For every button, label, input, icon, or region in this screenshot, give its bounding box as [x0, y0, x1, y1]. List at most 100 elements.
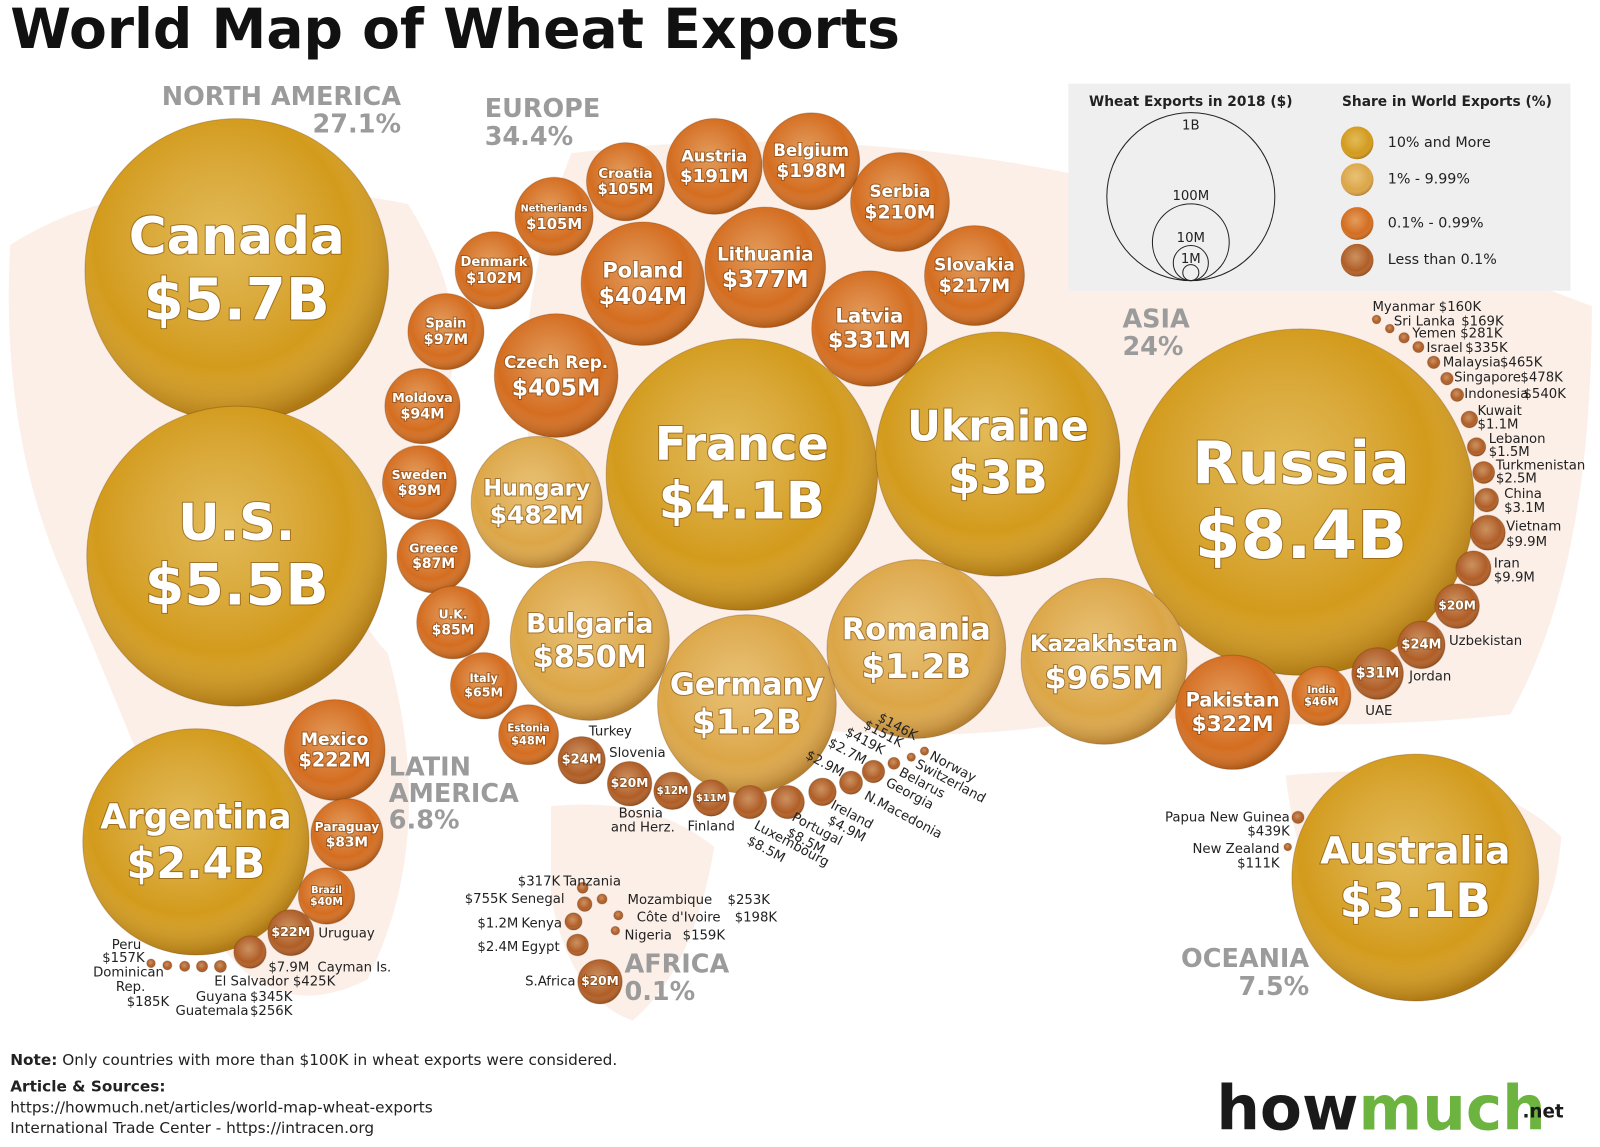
country-name: Mexico	[301, 730, 369, 750]
country-value: $465K	[1500, 355, 1543, 370]
bubble-shine	[1340, 126, 1374, 160]
legend-size-label: 1M	[1181, 252, 1201, 267]
legend-share-title: Share in World Exports (%)	[1342, 94, 1552, 110]
country-value: $185K	[127, 995, 170, 1010]
country-value: $97M	[424, 332, 469, 348]
country-name: Lebanon	[1489, 432, 1546, 447]
country-value: $345K	[250, 990, 293, 1005]
note-label: Note:	[10, 1051, 57, 1069]
country-name: Russia	[1192, 429, 1409, 498]
bubble-shine	[1291, 666, 1351, 726]
country-name: U.K.	[439, 608, 468, 622]
country-value: $281K	[1460, 327, 1503, 342]
country-value: $1.2B	[861, 647, 971, 687]
country-name: Denmark	[460, 255, 527, 270]
country-value: $87M	[412, 556, 455, 572]
country-value: $478K	[1520, 371, 1563, 386]
bubble-shine	[1340, 207, 1374, 240]
text-line: Bosnia	[619, 806, 668, 821]
bubble-shine	[1455, 550, 1491, 586]
bubble-shine	[606, 338, 878, 611]
country-value: $210M	[865, 202, 936, 223]
bubble-shine	[762, 112, 860, 210]
country-value: $2.5M	[1496, 472, 1537, 487]
country-name: Czech Rep.	[504, 352, 608, 372]
country-name: Sweden	[392, 467, 447, 482]
country-name: Vietnam	[1506, 520, 1561, 535]
region-share: 7.5%	[1238, 972, 1309, 1002]
country-value: $198K	[735, 910, 778, 925]
source-line: International Trade Center - https://int…	[10, 1119, 374, 1137]
bubble-shine	[397, 519, 471, 593]
bubble-shine	[733, 785, 767, 819]
bubble-shine	[1470, 515, 1506, 551]
bubble-shine	[586, 142, 665, 221]
country-value: $2.4M	[477, 940, 518, 955]
bubble-shine	[826, 559, 1006, 739]
country-name: Uzbekistan	[1449, 634, 1522, 649]
bubble-shine	[86, 406, 387, 707]
country-value: $89M	[398, 483, 441, 499]
country-name: India	[1307, 685, 1335, 696]
bubble-shine	[1398, 332, 1410, 343]
country-value: $377M	[722, 267, 809, 293]
bubble-shine	[416, 586, 490, 659]
bubble-shine	[564, 912, 583, 930]
country-name: Turkmenistan	[1495, 458, 1585, 473]
region-share: 34.4%	[485, 122, 573, 152]
note-text: Only countries with more than $100K in w…	[62, 1051, 617, 1069]
bubble-shine	[1461, 411, 1478, 428]
country-name: Singapore	[1454, 371, 1521, 386]
country-name: Guatemala	[176, 1004, 249, 1019]
country-value: $24M	[1401, 637, 1441, 652]
bubble-shine	[875, 332, 1121, 577]
bubble-shine	[1127, 328, 1475, 676]
bubble-shine	[498, 704, 559, 765]
country-value: $157K	[102, 951, 145, 966]
country-value: $425K	[293, 975, 336, 990]
country-value: $7.9M	[268, 960, 309, 975]
bubble-shine	[577, 882, 589, 894]
bubble-shine	[566, 934, 589, 956]
bubble-shine	[382, 445, 457, 520]
bubble-shine	[693, 779, 730, 817]
logo: howmuch	[1216, 1073, 1545, 1144]
bubble-shine	[407, 293, 484, 370]
legend-size-label: 1B	[1182, 119, 1200, 134]
country-value: $105M	[597, 181, 653, 198]
country-value: $102M	[466, 270, 521, 287]
bubble-shine	[84, 118, 389, 423]
country-value: $3.1M	[1504, 501, 1545, 516]
text-line: LATIN	[389, 752, 480, 782]
country-name: Ukraine	[907, 402, 1089, 451]
legend-box	[1068, 83, 1571, 291]
region-name: OCEANIA	[1181, 944, 1309, 974]
bubble-shine	[808, 778, 837, 806]
country-value: $1.2B	[692, 702, 802, 742]
bubble-shine	[1351, 647, 1404, 700]
bubble-shine	[1283, 843, 1292, 851]
note: Note: Only countries with more than $100…	[10, 1051, 617, 1069]
bubble-shine	[82, 728, 310, 955]
text-line: and Herz.	[611, 821, 675, 836]
bubble-shine	[1397, 621, 1446, 669]
country-value: $20M	[581, 974, 619, 988]
country-value: $3B	[948, 450, 1048, 504]
country-name: China	[1504, 487, 1542, 502]
country-value: $169K	[1461, 314, 1504, 329]
country-name: Canada	[129, 207, 345, 267]
country-name: UAE	[1365, 704, 1392, 719]
country-value: $9.9M	[1494, 571, 1535, 586]
bubble-shine	[1372, 315, 1381, 324]
country-name: Dominican Rep.	[93, 965, 168, 994]
bubble-shine	[1340, 243, 1374, 277]
bubble-shine	[298, 867, 355, 925]
bubble-shine	[1175, 655, 1290, 770]
country-name: Germany	[670, 668, 824, 703]
country-value: $217M	[939, 275, 1011, 297]
bubble-shine	[494, 313, 618, 438]
text-line: Rep.	[116, 980, 145, 995]
country-name: Brazil	[311, 885, 342, 896]
country-value: $322M	[1192, 712, 1274, 737]
country-value: $160K	[1439, 300, 1482, 315]
